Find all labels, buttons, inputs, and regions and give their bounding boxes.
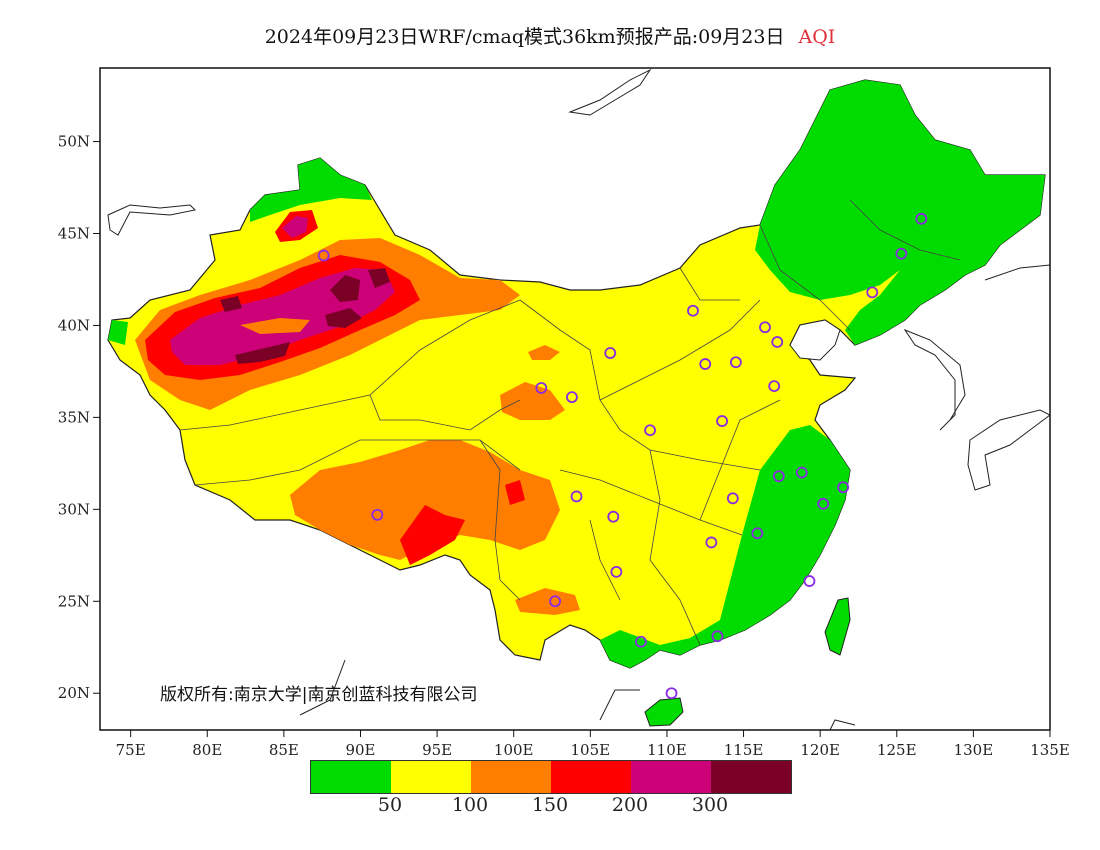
legend-swatch [631,761,711,793]
lat-tick-label: 40N [58,316,90,334]
lon-tick-label: 135E [1030,741,1070,759]
lon-tick-label: 85E [269,741,299,759]
station-marker [729,356,742,369]
lon-tick-label: 110E [647,741,687,759]
station-marker [317,249,330,262]
axis-ticks: 75E 80E 85E 90E 95E 100E 105E 110E 115E 120E 125E 1… [58,133,1070,759]
station-marker [687,304,699,317]
aqi-green-zones [108,80,1045,668]
bohai-sea [789,319,841,361]
station-marker [795,466,808,479]
station-marker [644,424,656,437]
map-area [107,68,1050,730]
lon-tick-label: 100E [494,741,534,759]
station-marker [711,630,724,643]
variable-label: AQI [798,26,836,48]
lon-tick-label: 125E [877,741,917,759]
province-boundaries [179,199,961,646]
lon-tick-label: 80E [192,741,222,759]
legend-swatch [391,761,471,793]
aqi-color-legend [310,760,792,794]
station-marker [716,415,728,427]
legend-label: 150 [531,794,569,816]
lat-tick-label: 20N [58,684,90,702]
station-marker [771,336,784,348]
station-marker [634,635,647,648]
legend-label: 100 [451,794,489,816]
title-text: 2024年09月23日WRF/cmaq模式36km预报产品:09月23日 [264,26,785,48]
station-marker [726,492,739,505]
lon-tick-label: 115E [724,741,764,759]
legend-swatch [471,761,551,793]
station-marker [610,565,623,578]
station-marker [566,391,578,404]
station-markers [317,212,928,700]
lon-tick-label: 90E [345,741,375,759]
station-marker [604,347,617,359]
station-marker [549,595,561,608]
lat-tick-label: 50N [58,133,90,151]
legend-swatch [551,761,631,793]
legend-label: 200 [611,794,649,816]
lon-tick-label: 75E [116,741,146,759]
station-marker [803,575,816,587]
station-marker [837,481,850,494]
legend-swatch [311,761,391,793]
station-marker [866,286,879,299]
station-marker [535,382,548,394]
lat-tick-label: 30N [58,500,90,518]
station-marker [699,358,712,370]
station-marker [817,497,830,510]
neighbour-coastlines [107,68,1050,730]
station-marker [665,687,678,700]
aqi-legend-labels: 50 100 150 200 300 [0,794,1100,818]
station-marker [772,470,785,483]
lon-tick-label: 95E [422,741,452,759]
taiwan-island [824,597,851,656]
lat-tick-label: 25N [58,592,90,610]
lon-tick-label: 120E [800,741,840,759]
map-title: 2024年09月23日WRF/cmaq模式36km预报产品:09月23日 AQI [0,22,1100,49]
station-marker [570,490,583,503]
map-frame [99,67,1051,731]
station-marker [768,380,781,393]
legend-swatch [711,761,791,793]
lon-tick-label: 105E [571,741,611,759]
station-marker [759,321,771,334]
aqi-maroon-zones [220,268,390,364]
hainan-island [644,697,684,727]
aqi-orange-inner-band [240,318,310,334]
legend-label: 50 [377,794,403,816]
lat-tick-label: 45N [58,225,90,243]
station-marker [895,247,908,260]
station-marker [915,212,928,225]
station-marker [371,508,384,521]
station-marker [607,510,620,523]
station-marker [751,527,764,540]
copyright-notice: 版权所有:南京大学|南京创蓝科技有限公司 [160,685,478,705]
station-marker [705,536,718,549]
lat-tick-label: 35N [58,408,90,426]
legend-label: 300 [691,794,729,816]
lon-tick-label: 130E [954,741,994,759]
